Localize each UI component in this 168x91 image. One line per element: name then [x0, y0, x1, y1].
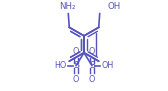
- Text: OH: OH: [108, 2, 121, 11]
- Text: HO: HO: [54, 61, 67, 70]
- Text: NH₂: NH₂: [59, 2, 76, 11]
- Text: S: S: [73, 61, 79, 70]
- Text: O: O: [89, 75, 95, 84]
- Text: S: S: [89, 61, 95, 70]
- Text: O: O: [73, 47, 79, 56]
- Text: OH: OH: [101, 61, 114, 70]
- Text: O: O: [73, 75, 79, 84]
- Text: O: O: [89, 47, 95, 56]
